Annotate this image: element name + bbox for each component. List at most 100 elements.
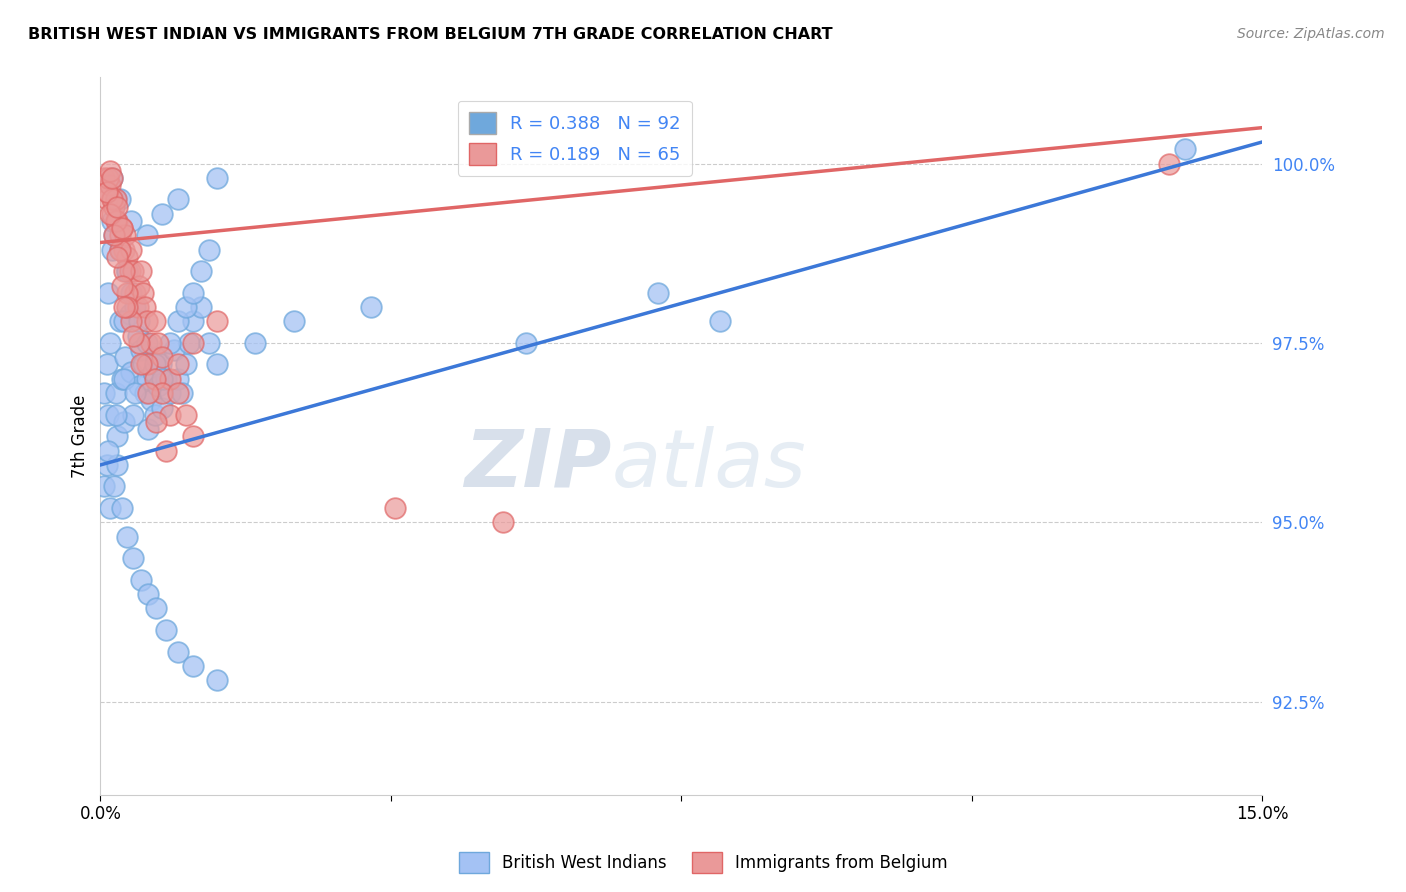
Point bbox=[145, 351, 167, 365]
Point bbox=[103, 228, 125, 243]
Point bbox=[120, 214, 142, 228]
Point bbox=[101, 214, 124, 228]
Point bbox=[155, 443, 177, 458]
Point bbox=[148, 335, 170, 350]
Point bbox=[143, 408, 166, 422]
Point bbox=[135, 314, 157, 328]
Point bbox=[174, 408, 197, 422]
Point bbox=[145, 601, 167, 615]
Point bbox=[111, 221, 134, 235]
Point bbox=[129, 264, 152, 278]
Point bbox=[150, 401, 173, 415]
Point bbox=[117, 300, 139, 314]
Point bbox=[138, 587, 160, 601]
Point bbox=[101, 243, 124, 257]
Point bbox=[108, 243, 131, 257]
Point bbox=[181, 285, 204, 300]
Point bbox=[181, 429, 204, 443]
Point bbox=[97, 186, 120, 200]
Point bbox=[197, 335, 219, 350]
Point bbox=[117, 264, 139, 278]
Point bbox=[155, 372, 177, 386]
Point bbox=[155, 623, 177, 637]
Point bbox=[111, 278, 134, 293]
Point bbox=[108, 243, 131, 257]
Point bbox=[145, 415, 167, 429]
Point bbox=[96, 458, 118, 472]
Point bbox=[159, 335, 181, 350]
Y-axis label: 7th Grade: 7th Grade bbox=[72, 394, 89, 478]
Point bbox=[112, 415, 135, 429]
Point bbox=[122, 408, 145, 422]
Point bbox=[205, 673, 228, 688]
Point bbox=[129, 573, 152, 587]
Point bbox=[117, 285, 139, 300]
Point bbox=[112, 243, 135, 257]
Point bbox=[124, 386, 146, 401]
Point bbox=[283, 314, 305, 328]
Point bbox=[122, 551, 145, 566]
Point bbox=[127, 300, 149, 314]
Point bbox=[166, 193, 188, 207]
Point bbox=[124, 285, 146, 300]
Point bbox=[124, 300, 146, 314]
Point bbox=[205, 170, 228, 185]
Text: Source: ZipAtlas.com: Source: ZipAtlas.com bbox=[1237, 27, 1385, 41]
Legend: R = 0.388   N = 92, R = 0.189   N = 65: R = 0.388 N = 92, R = 0.189 N = 65 bbox=[458, 101, 692, 176]
Point bbox=[150, 372, 173, 386]
Point bbox=[197, 243, 219, 257]
Point bbox=[112, 372, 135, 386]
Point bbox=[105, 429, 128, 443]
Point bbox=[108, 193, 131, 207]
Point bbox=[104, 214, 127, 228]
Point bbox=[96, 186, 118, 200]
Point bbox=[190, 300, 212, 314]
Point bbox=[118, 307, 141, 321]
Point bbox=[122, 264, 145, 278]
Point bbox=[108, 314, 131, 328]
Point bbox=[112, 314, 135, 328]
Point bbox=[104, 408, 127, 422]
Point bbox=[128, 379, 150, 393]
Point bbox=[166, 314, 188, 328]
Point bbox=[135, 372, 157, 386]
Point bbox=[96, 358, 118, 372]
Point bbox=[105, 250, 128, 264]
Point bbox=[105, 214, 128, 228]
Text: ZIP: ZIP bbox=[464, 426, 612, 504]
Point bbox=[384, 501, 406, 516]
Point bbox=[170, 386, 193, 401]
Point bbox=[108, 228, 131, 243]
Point bbox=[127, 328, 149, 343]
Point bbox=[492, 516, 515, 530]
Point bbox=[104, 193, 127, 207]
Text: BRITISH WEST INDIAN VS IMMIGRANTS FROM BELGIUM 7TH GRADE CORRELATION CHART: BRITISH WEST INDIAN VS IMMIGRANTS FROM B… bbox=[28, 27, 832, 42]
Point bbox=[138, 422, 160, 436]
Point bbox=[132, 358, 155, 372]
Point bbox=[159, 372, 181, 386]
Point bbox=[97, 285, 120, 300]
Point bbox=[112, 264, 135, 278]
Point bbox=[360, 300, 382, 314]
Point bbox=[139, 393, 162, 408]
Point bbox=[166, 358, 188, 372]
Point bbox=[647, 285, 669, 300]
Point bbox=[120, 314, 142, 328]
Point bbox=[93, 170, 115, 185]
Point bbox=[128, 278, 150, 293]
Point bbox=[114, 228, 136, 243]
Point bbox=[181, 335, 204, 350]
Point bbox=[181, 314, 204, 328]
Point bbox=[111, 372, 134, 386]
Legend: British West Indians, Immigrants from Belgium: British West Indians, Immigrants from Be… bbox=[451, 846, 955, 880]
Point bbox=[120, 243, 142, 257]
Point bbox=[128, 335, 150, 350]
Point bbox=[120, 285, 142, 300]
Point bbox=[98, 501, 121, 516]
Point bbox=[135, 335, 157, 350]
Point bbox=[132, 285, 155, 300]
Point bbox=[135, 358, 157, 372]
Point bbox=[103, 479, 125, 493]
Point bbox=[166, 372, 188, 386]
Point bbox=[166, 386, 188, 401]
